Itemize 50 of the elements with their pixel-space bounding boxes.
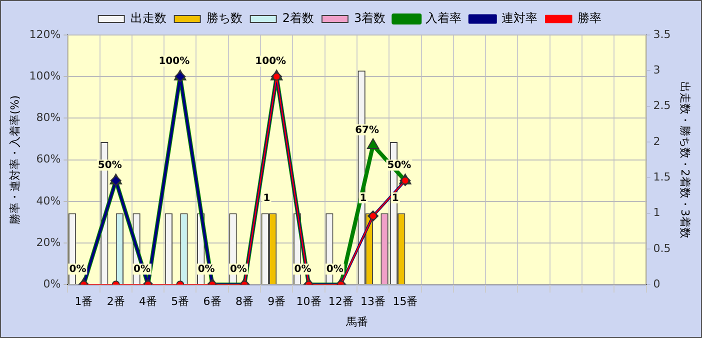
data-label: 0%	[198, 264, 215, 276]
y-tick-label: 40%	[36, 194, 61, 208]
legend-label: 3着数	[354, 11, 386, 26]
y2-tick-label: 1.5	[653, 170, 671, 184]
legend-label: 連対率	[502, 11, 538, 26]
x-tick-label: 2番	[106, 295, 125, 308]
x-tick-label: 15番	[392, 295, 418, 308]
x-tick-label: 6番	[203, 295, 222, 308]
y-tick-label: 100%	[29, 69, 61, 82]
y2-tick-label: 0.5	[653, 242, 671, 255]
x-tick-label: 4番	[139, 295, 158, 308]
data-label: 1	[360, 192, 367, 204]
y-axis-title: 勝率・連対率・入着率(%)	[8, 95, 22, 224]
legend-label: 勝ち数	[206, 11, 242, 26]
y-tick-label: 0%	[43, 277, 61, 290]
y-tick-label: 80%	[36, 111, 61, 124]
data-label: 50%	[387, 160, 412, 172]
x-tick-label: 13番	[360, 295, 386, 308]
x-tick-label: 10番	[296, 295, 322, 308]
x-tick-label: 5番	[171, 295, 190, 308]
x-tick-label: 1番	[74, 295, 93, 308]
data-label: 0%	[230, 264, 247, 276]
y2-tick-label: 2.5	[653, 99, 671, 112]
y-tick-label: 20%	[36, 236, 61, 249]
y2-tick-label: 3	[653, 64, 660, 77]
y-tick-label: 120%	[29, 28, 61, 41]
y-tick-label: 60%	[36, 152, 61, 166]
data-label: 0%	[69, 264, 86, 276]
data-label: 100%	[255, 56, 286, 68]
y2-tick-label: 3.5	[653, 28, 671, 41]
legend-label: 2着数	[282, 11, 314, 26]
x-tick-label: 12番	[328, 295, 354, 308]
y2-tick-label: 2	[653, 134, 660, 148]
y2-tick-label: 0	[653, 277, 660, 290]
data-label: 0%	[134, 264, 151, 276]
data-label: 100%	[158, 56, 190, 68]
data-label: 50%	[98, 160, 122, 172]
x-tick-label: 8番	[235, 295, 254, 308]
legend-label: 入着率	[426, 11, 462, 26]
y2-axis-title: 出走数・勝ち数・2着数・3着数	[678, 81, 692, 238]
data-label: 0%	[294, 264, 312, 276]
x-tick-label: 9番	[268, 295, 286, 308]
data-label: 67%	[355, 124, 380, 136]
y2-tick-label: 1	[653, 206, 660, 220]
data-label: 1	[392, 192, 399, 204]
data-label: 1	[263, 192, 270, 204]
data-label: 0%	[326, 264, 344, 276]
legend-label: 勝率	[578, 11, 602, 26]
x-axis-title: 馬番	[344, 315, 368, 328]
legend-label: 出走数	[130, 11, 166, 26]
